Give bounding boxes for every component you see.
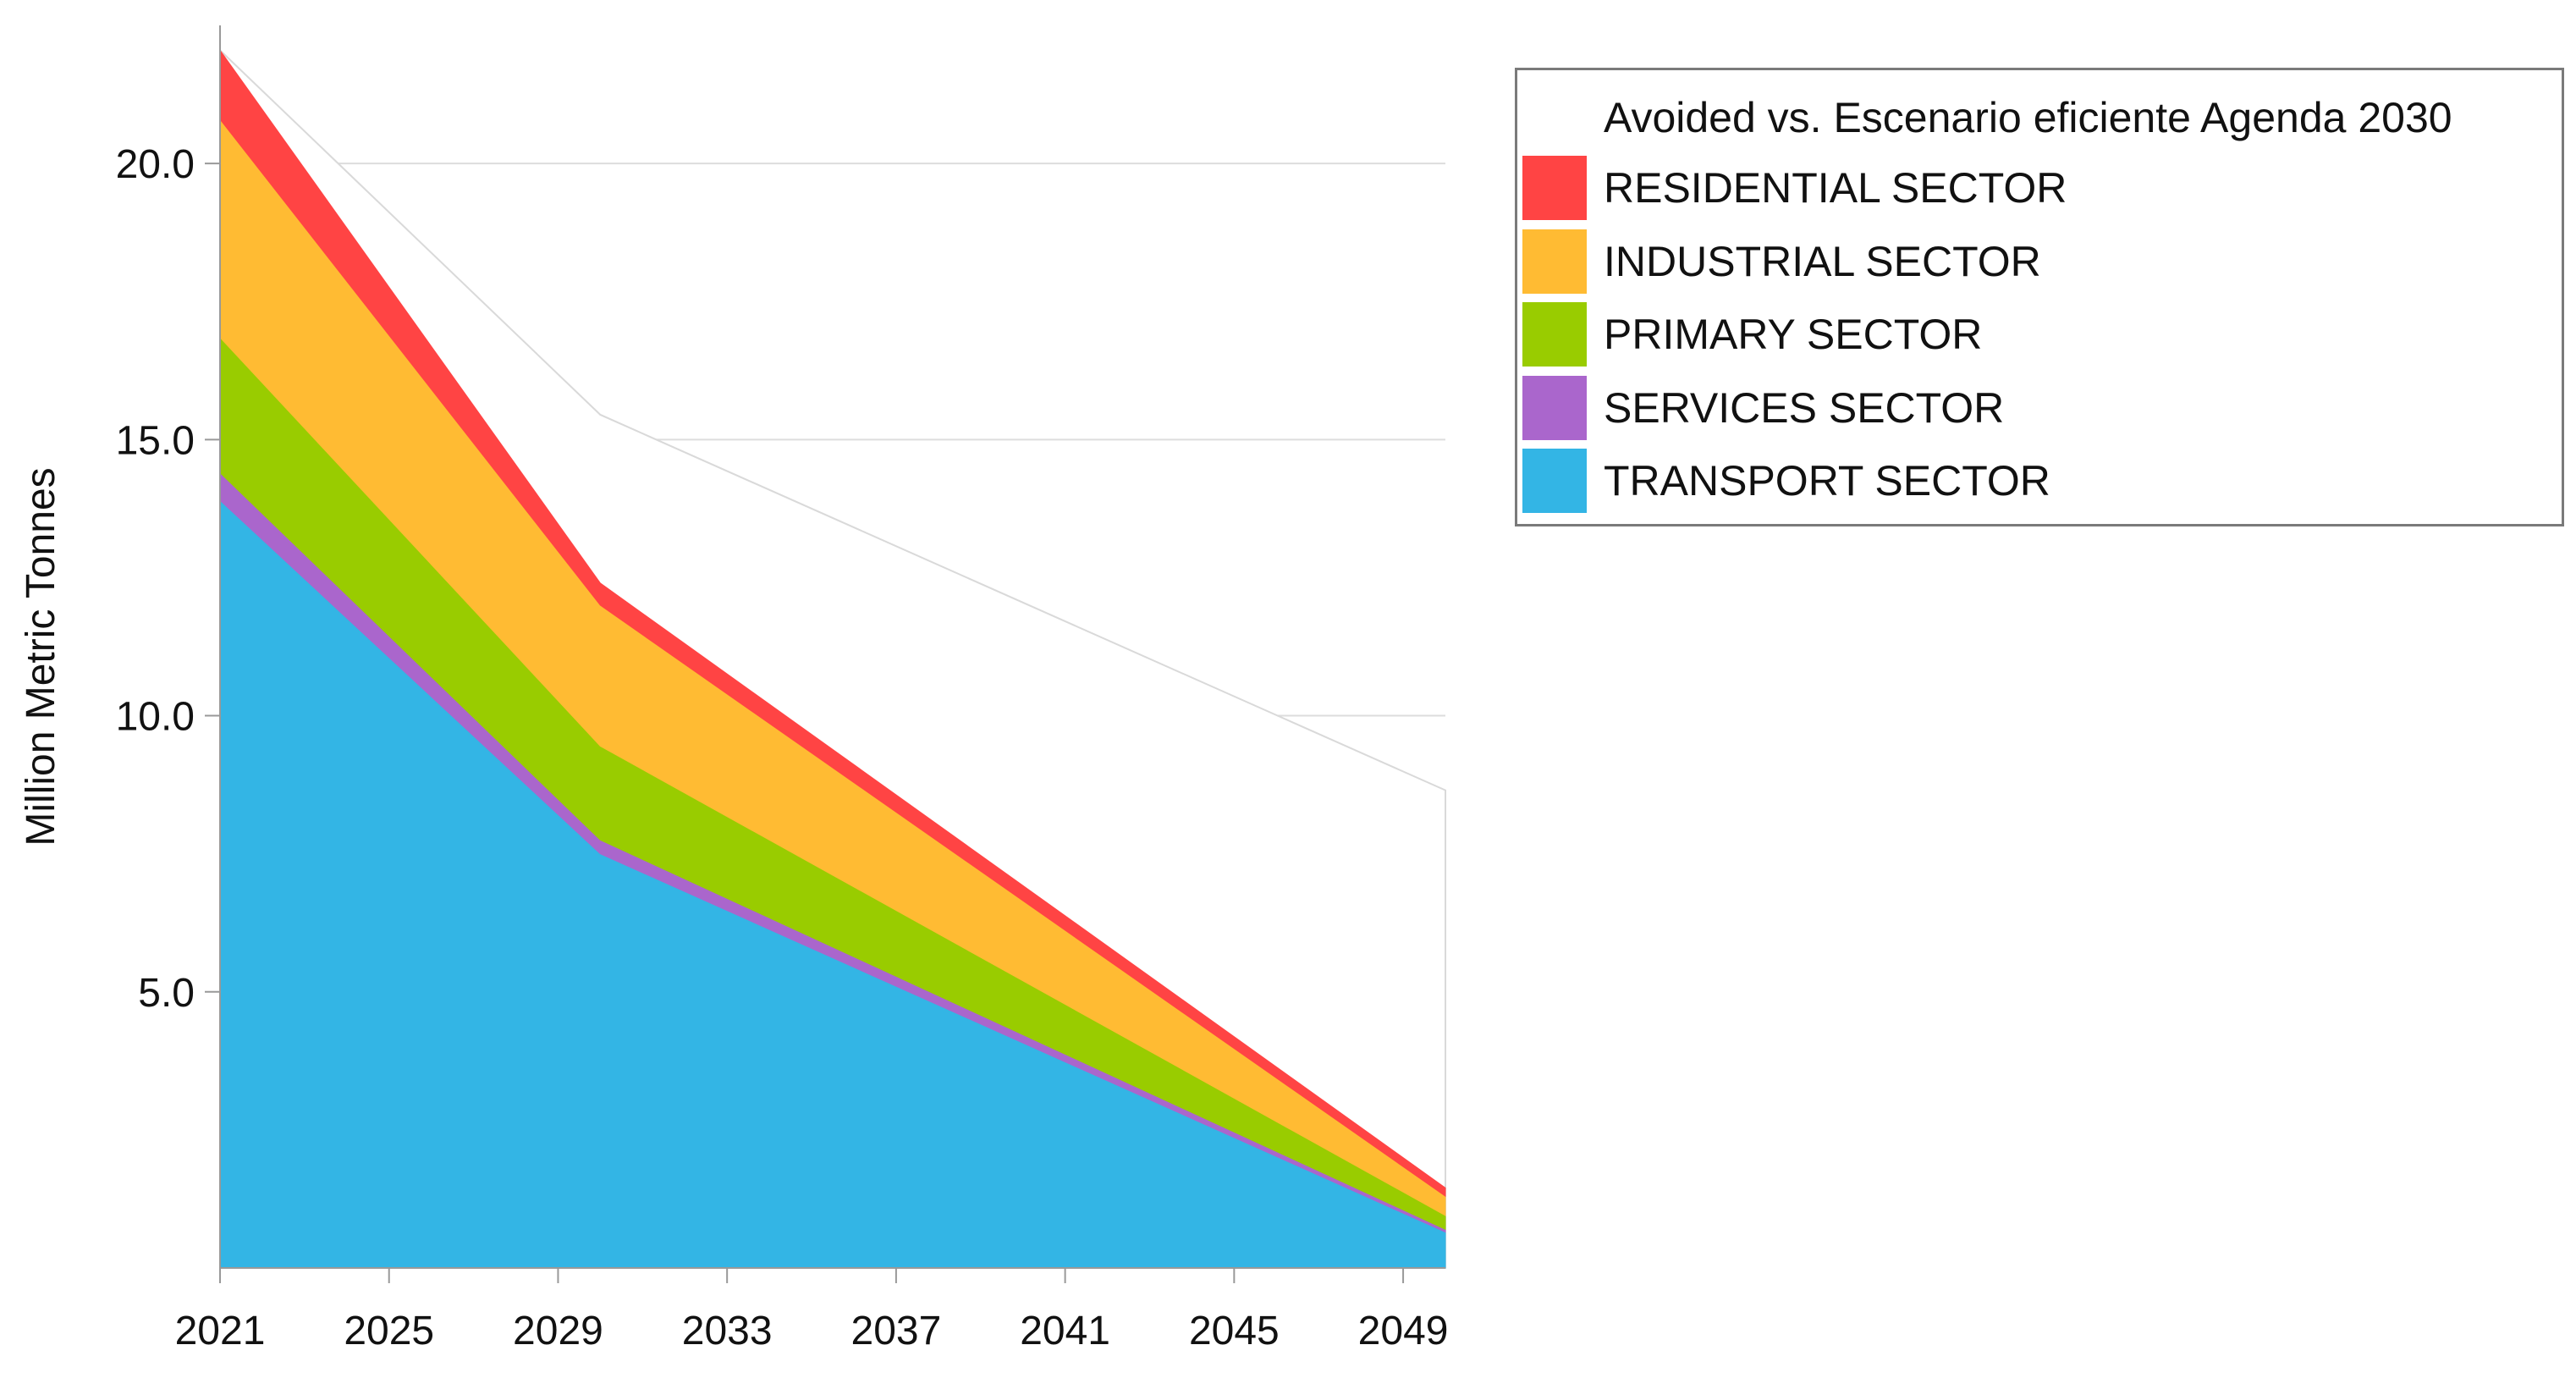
legend-label-residential: RESIDENTIAL SECTOR bbox=[1604, 164, 2067, 212]
x-tick-label: 2033 bbox=[682, 1309, 773, 1353]
axes bbox=[205, 25, 1445, 1283]
x-tick-labels: 2021 2025 2029 2033 2037 2041 2045 2049 bbox=[175, 1309, 1449, 1353]
y-tick-labels: 5.0 10.0 15.0 20.0 bbox=[116, 142, 195, 1016]
x-tick-label: 2045 bbox=[1189, 1309, 1280, 1353]
legend-item-primary: PRIMARY SECTOR bbox=[1517, 298, 2562, 372]
x-tick-label: 2025 bbox=[344, 1309, 434, 1353]
legend-item-transport: TRANSPORT SECTOR bbox=[1517, 444, 2562, 518]
x-tick-label: 2037 bbox=[851, 1309, 942, 1353]
legend-swatch-primary bbox=[1522, 302, 1587, 367]
y-tick-label: 20.0 bbox=[116, 142, 195, 187]
legend-item-industrial: INDUSTRIAL SECTOR bbox=[1517, 225, 2562, 299]
legend-swatch-transport bbox=[1522, 449, 1587, 514]
x-tick-label: 2041 bbox=[1020, 1309, 1110, 1353]
y-tick-label: 10.0 bbox=[116, 695, 195, 740]
legend-label-industrial: INDUSTRIAL SECTOR bbox=[1604, 237, 2041, 285]
legend-swatch-residential bbox=[1522, 156, 1587, 221]
x-tick-label: 2021 bbox=[175, 1309, 266, 1353]
legend-label-services: SERVICES SECTOR bbox=[1604, 383, 2005, 432]
legend-item-residential: RESIDENTIAL SECTOR bbox=[1517, 152, 2562, 225]
legend-swatch-industrial bbox=[1522, 229, 1587, 294]
y-tick-label: 15.0 bbox=[116, 418, 195, 463]
legend-item-services: SERVICES SECTOR bbox=[1517, 372, 2562, 445]
legend-label-transport: TRANSPORT SECTOR bbox=[1604, 457, 2050, 505]
y-tick-label: 5.0 bbox=[138, 971, 195, 1016]
area-series bbox=[219, 48, 1446, 1269]
x-tick-label: 2029 bbox=[513, 1309, 603, 1353]
x-tick-label: 2049 bbox=[1358, 1309, 1449, 1353]
y-axis-title: Million Metric Tonnes bbox=[19, 467, 63, 846]
legend-title: Avoided vs. Escenario eficiente Agenda 2… bbox=[1604, 94, 2452, 141]
legend-swatch-services bbox=[1522, 375, 1587, 440]
legend-label-primary: PRIMARY SECTOR bbox=[1604, 311, 1983, 359]
legend: Avoided vs. Escenario eficiente Agenda 2… bbox=[1515, 68, 2564, 526]
chart-plot: 5.0 10.0 15.0 20.0 2021 2025 2029 2033 2037 2041… bbox=[19, 25, 1449, 1353]
